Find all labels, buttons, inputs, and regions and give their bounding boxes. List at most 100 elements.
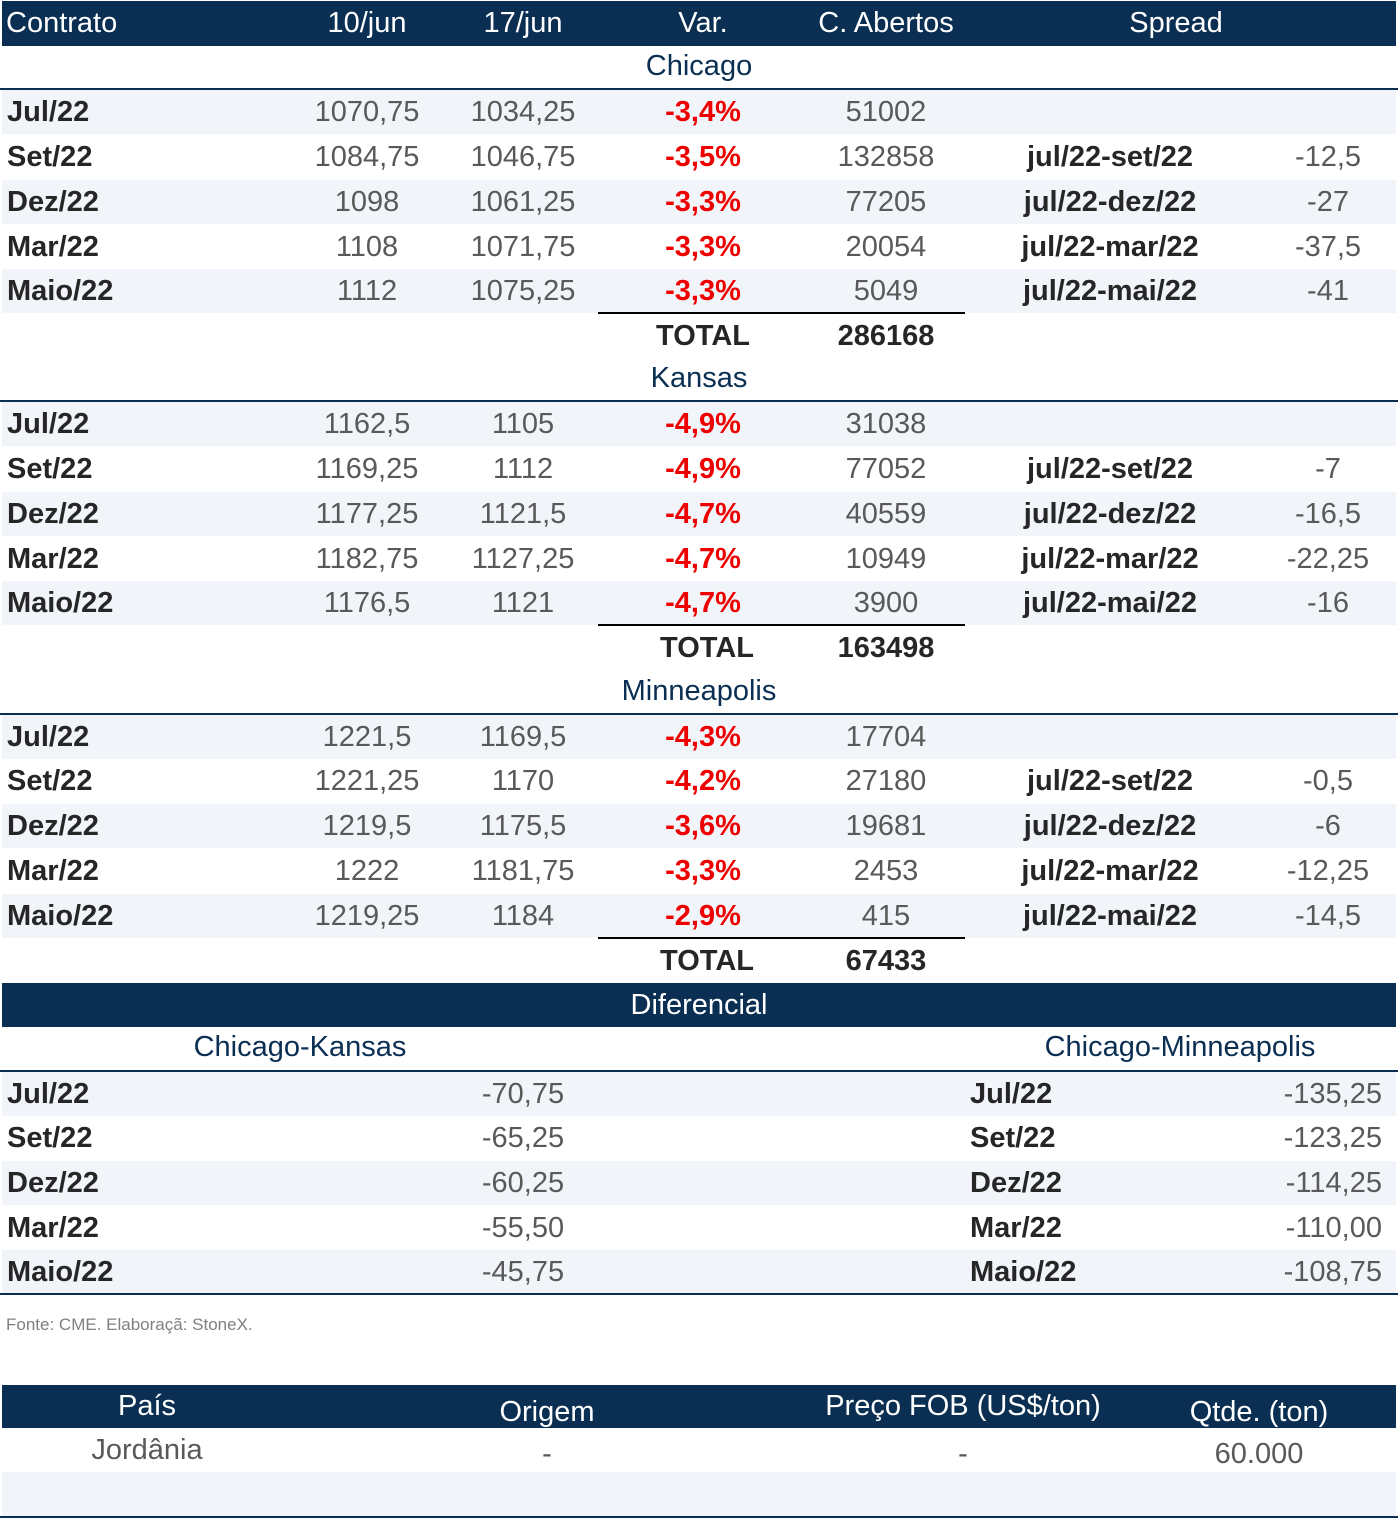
divider <box>0 88 1398 90</box>
contract-cell: Mar/22 <box>970 1211 1062 1244</box>
table-header: Contrato 10/jun 17/jun Var. C. Abertos S… <box>2 1 1396 46</box>
spread-label-cell: jul/22-mai/22 <box>1022 586 1198 619</box>
variation-cell: -4,7% <box>665 586 741 619</box>
contract-cell: Set/22 <box>7 1121 93 1154</box>
price-cell: 1162,5 <box>323 407 411 440</box>
price-cell: 1105 <box>491 407 555 440</box>
table-row: Dez/22 1219,5 1175,5 -3,6% 19681 jul/22-… <box>2 804 1396 848</box>
price-cell: 1175,5 <box>479 809 567 842</box>
price-cell: 1170 <box>491 764 555 797</box>
table-row: Dez/22 1098 1061,25 -3,3% 77205 jul/22-d… <box>2 180 1396 224</box>
chicago-minneapolis-value: -114,25 <box>1285 1166 1382 1199</box>
header-spread: Spread <box>1129 7 1223 39</box>
contract-cell: Dez/22 <box>7 1166 99 1199</box>
total-label: TOTAL <box>660 944 754 977</box>
spread-label-cell <box>1010 402 1210 446</box>
source-note: Fonte: CME. Elaboraçã: StoneX. <box>6 1315 253 1334</box>
contract-cell: Set/22 <box>970 1121 1056 1154</box>
table-row: Maio/22 1219,25 1184 -2,9% 415 jul/22-ma… <box>2 894 1396 938</box>
spread-label-cell: jul/22-mar/22 <box>1021 230 1199 263</box>
open-interest-cell: 132858 <box>837 140 935 173</box>
variation-cell: -4,9% <box>665 407 741 440</box>
spread-label-cell: jul/22-dez/22 <box>1023 497 1197 530</box>
header-pais: País <box>117 1390 177 1422</box>
total-row: TOTAL 163498 <box>2 626 1396 670</box>
table-row: Dez/22 1177,25 1121,5 -4,7% 40559 jul/22… <box>2 492 1396 536</box>
contract-cell: Mar/22 <box>7 854 99 887</box>
contract-cell: Jul/22 <box>970 1077 1053 1110</box>
price-cell: 1075,25 <box>470 274 576 307</box>
spread-value-cell: -0,5 <box>1303 764 1353 797</box>
table-row: Mar/22 1182,75 1127,25 -4,7% 10949 jul/2… <box>2 537 1396 581</box>
chicago-kansas-value: -45,75 <box>481 1255 565 1288</box>
price-cell: 1221,25 <box>314 764 420 797</box>
contract-cell: Jul/22 <box>7 407 90 440</box>
origem-cell: - <box>542 1437 552 1470</box>
price-cell: 1182,75 <box>315 542 419 575</box>
chicago-minneapolis-value: -123,25 <box>1283 1121 1382 1154</box>
price-cell: 1176,5 <box>323 586 411 619</box>
price-cell: 1169,5 <box>479 720 567 753</box>
spread-label-cell: jul/22-mai/22 <box>1022 274 1198 307</box>
spread-label-cell: jul/22-mar/22 <box>1021 542 1199 575</box>
header-origem: Origem <box>499 1396 595 1428</box>
price-cell: 1221,5 <box>322 720 412 753</box>
price-cell: 1222 <box>334 854 400 887</box>
price-cell: 1177,25 <box>315 497 419 530</box>
table-row: Dez/22 -60,25 Dez/22 -114,25 <box>2 1161 1396 1205</box>
price-cell: 1169,25 <box>315 452 419 485</box>
contract-cell: Dez/22 <box>970 1166 1062 1199</box>
contract-cell: Mar/22 <box>7 542 99 575</box>
total-divider <box>598 937 965 939</box>
variation-cell: -2,9% <box>665 899 741 932</box>
chicago-kansas-value: -70,75 <box>481 1077 565 1110</box>
open-interest-cell: 51002 <box>845 95 927 128</box>
table2-header: País Origem Preço FOB (US$/ton) Qtde. (t… <box>2 1385 1396 1428</box>
chicago-minneapolis-value: -110,00 <box>1285 1211 1382 1244</box>
open-interest-cell: 3900 <box>853 586 919 619</box>
chicago-minneapolis-value: -108,75 <box>1283 1255 1382 1288</box>
spread-value-cell: -12,5 <box>1294 140 1362 173</box>
open-interest-cell: 27180 <box>845 764 927 797</box>
header-var: Var. <box>678 7 728 39</box>
spread-value-cell <box>1268 90 1388 134</box>
contract-cell: Maio/22 <box>7 586 114 619</box>
divider <box>0 1516 1398 1518</box>
spread-value-cell: -16,5 <box>1294 497 1362 530</box>
contract-cell: Dez/22 <box>7 185 99 218</box>
price-cell: 1184 <box>491 899 555 932</box>
table-row: Set/22 -65,25 Set/22 -123,25 <box>2 1116 1396 1160</box>
open-interest-cell: 31038 <box>845 407 927 440</box>
contract-cell: Maio/22 <box>7 1255 114 1288</box>
spread-value-cell: -22,25 <box>1286 542 1370 575</box>
contract-cell: Jul/22 <box>7 720 90 753</box>
diferencial-title: Diferencial <box>630 988 768 1021</box>
variation-cell: -3,3% <box>665 854 741 887</box>
total-row: TOTAL 286168 <box>2 314 1396 358</box>
price-cell: 1034,25 <box>470 95 576 128</box>
open-interest-cell: 20054 <box>845 230 927 263</box>
open-interest-cell: 19681 <box>845 809 927 842</box>
spread-value-cell: -7 <box>1315 452 1341 485</box>
spread-label-cell <box>1010 90 1210 134</box>
open-interest-cell: 17704 <box>845 720 927 753</box>
spread-value-cell <box>1268 402 1388 446</box>
price-cell: 1219,5 <box>322 809 412 842</box>
spread-label-cell: jul/22-mai/22 <box>1022 899 1198 932</box>
table-row: Set/22 1169,25 1112 -4,9% 77052 jul/22-s… <box>2 447 1396 491</box>
spread-value-cell: -6 <box>1315 809 1341 842</box>
variation-cell: -3,3% <box>665 185 741 218</box>
contract-cell: Maio/22 <box>970 1255 1077 1288</box>
price-cell: 1071,75 <box>470 230 576 263</box>
diferencial-header: Diferencial <box>2 983 1396 1027</box>
variation-cell: -3,3% <box>665 230 741 263</box>
open-interest-cell: 415 <box>861 899 911 932</box>
spread-label-cell: jul/22-set/22 <box>1026 764 1194 797</box>
preco-cell: - <box>958 1437 968 1470</box>
spread-label-cell <box>1010 715 1210 759</box>
table-row: Maio/22 1112 1075,25 -3,3% 5049 jul/22-m… <box>2 269 1396 313</box>
section-title-kansas: Kansas <box>650 362 748 394</box>
contract-cell: Jul/22 <box>7 95 90 128</box>
total-divider <box>598 312 965 314</box>
chicago-kansas-value: -60,25 <box>481 1166 565 1199</box>
